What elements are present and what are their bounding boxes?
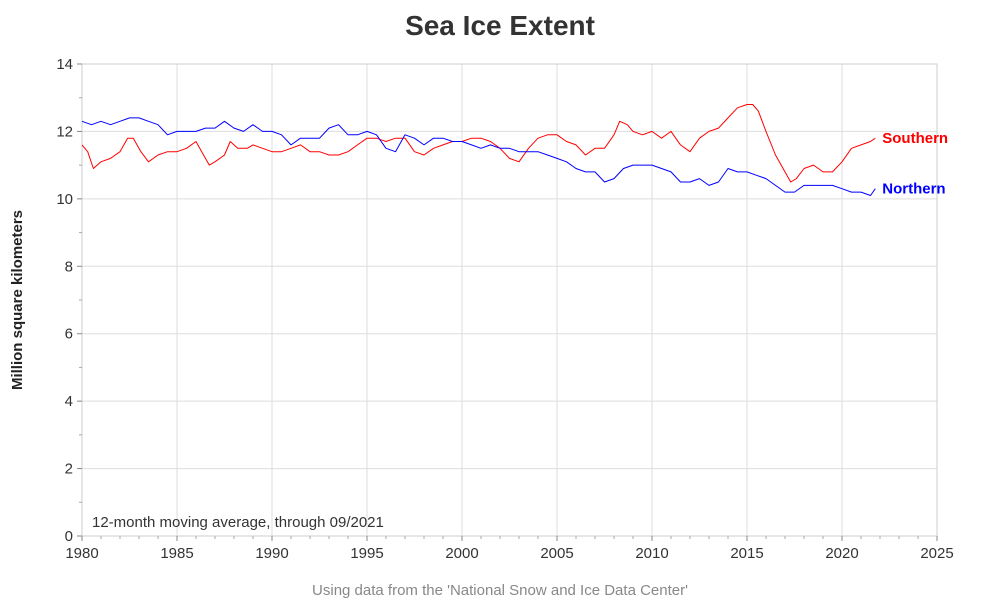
x-tick-label: 2025 [920,545,953,562]
series-line-northern [81,117,876,196]
x-tick-label: 1980 [65,545,98,562]
x-tick-label: 2005 [540,545,573,562]
chart-annotation: 12-month moving average, through 09/2021 [92,514,384,531]
series-label-southern: Southern [882,130,948,147]
y-tick-label: 12 [56,123,73,140]
x-tick-label: 2000 [445,545,478,562]
x-tick-label: 2020 [825,545,858,562]
y-tick-label: 8 [65,258,73,275]
series-label-northern: Northern [882,181,945,198]
y-axis-label: Million square kilometers [9,210,26,390]
series-labels: Southern Northern [882,130,948,198]
gridlines [81,63,938,537]
axis-ticks: 1980 1985 1990 1995 2000 2005 2010 2015 2020 2025… [56,56,953,562]
x-tick-label: 1995 [350,545,383,562]
plot-frame [81,63,938,537]
source-note: Using data from the 'National Snow and I… [312,582,688,599]
y-tick-label: 10 [56,191,73,208]
series-line-southern [81,104,876,183]
chart-title: Sea Ice Extent [405,10,595,41]
x-tick-label: 2010 [635,545,668,562]
y-tick-label: 2 [65,461,73,478]
y-tick-label: 4 [65,393,73,410]
x-tick-label: 1990 [255,545,288,562]
x-tick-label: 1985 [160,545,193,562]
y-tick-label: 14 [56,56,73,73]
series-lines [81,104,876,196]
y-tick-label: 6 [65,326,73,343]
x-tick-label: 2015 [730,545,763,562]
y-tick-label: 0 [65,528,73,545]
